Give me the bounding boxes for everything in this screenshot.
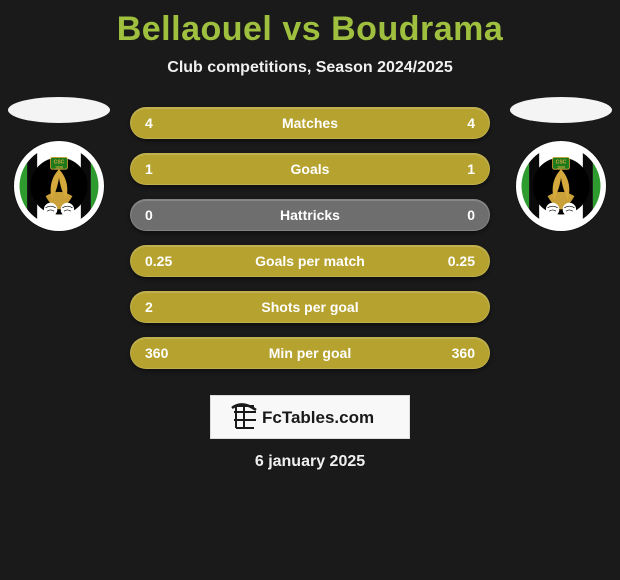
stat-row: 360Min per goal360 (130, 337, 490, 369)
fctables-logo: FcTables.com (230, 402, 390, 432)
vs-text: vs (282, 10, 321, 48)
player1-name: Bellaouel (117, 10, 273, 48)
player2-name: Boudrama (331, 10, 503, 48)
stat-label: Goals (131, 161, 489, 177)
stat-row: 0Hattricks0 (130, 199, 490, 231)
svg-text:1896: 1896 (557, 165, 565, 169)
branding-text: FcTables.com (262, 408, 374, 427)
svg-text:CSC: CSC (556, 159, 567, 165)
subtitle: Club competitions, Season 2024/2025 (0, 59, 620, 77)
player2-photo-placeholder (510, 97, 612, 123)
stat-rows: 4Matches4 1Goals1 0Hattricks0 0.25Goals per… (130, 107, 490, 369)
stat-label: Goals per match (131, 253, 489, 269)
player2-club-crest: CSC 1896 (516, 141, 606, 231)
comparison-panel: CSC 1896 CSC 1896 (0, 107, 620, 471)
stat-label: Min per goal (131, 345, 489, 361)
branding-badge[interactable]: FcTables.com (210, 391, 410, 439)
player1-club-crest: CSC 1896 (14, 141, 104, 231)
page-title: Bellaouel vs Boudrama (0, 0, 620, 49)
svg-text:1896: 1896 (55, 165, 63, 169)
svg-text:CSC: CSC (54, 159, 65, 165)
stat-label: Hattricks (131, 207, 489, 223)
right-player-column: CSC 1896 (506, 97, 616, 231)
stat-row: 1Goals1 (130, 153, 490, 185)
stat-label: Matches (131, 115, 489, 131)
player1-photo-placeholder (8, 97, 110, 123)
stat-row: 0.25Goals per match0.25 (130, 245, 490, 277)
stat-row: 4Matches4 (130, 107, 490, 139)
stat-label: Shots per goal (131, 299, 489, 315)
date-text: 6 january 2025 (0, 453, 620, 471)
stat-row: 2Shots per goal (130, 291, 490, 323)
left-player-column: CSC 1896 (4, 97, 114, 231)
